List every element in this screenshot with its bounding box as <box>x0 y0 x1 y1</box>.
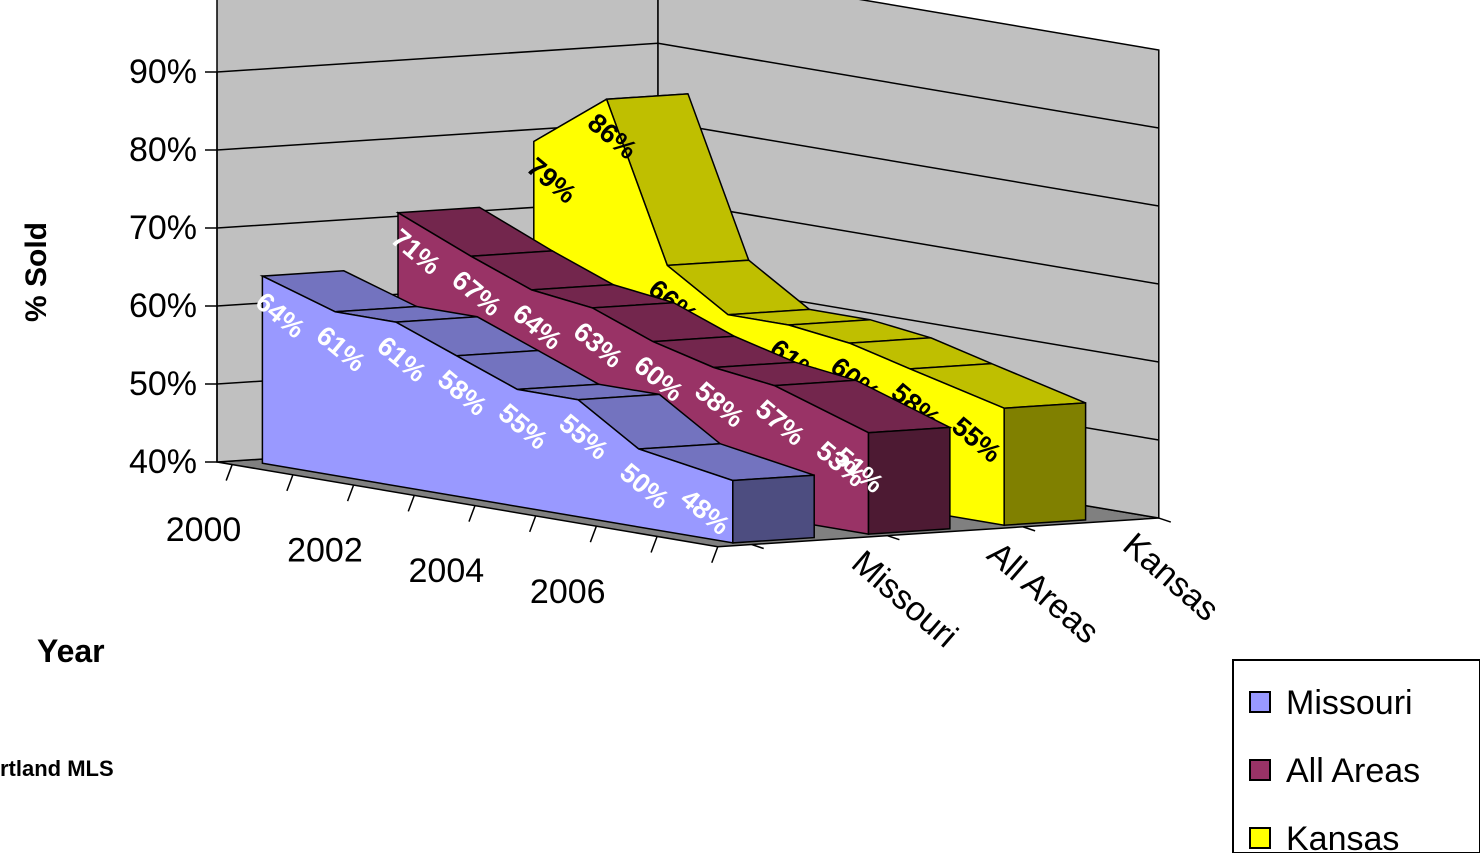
y-tick-label: 50% <box>129 365 197 403</box>
legend-swatch <box>1249 827 1271 849</box>
legend-box <box>1232 659 1480 853</box>
ribbon-end-cap <box>867 426 951 535</box>
x-tick-mark <box>346 484 355 502</box>
y-axis-label: % Sold <box>20 222 53 322</box>
gridline <box>216 42 1159 129</box>
x-tick-label: 2004 <box>409 552 485 590</box>
x-tick-mark <box>528 515 537 533</box>
legend-swatch <box>1249 759 1271 781</box>
x-tick-label: 2000 <box>166 511 242 549</box>
depth-tick-mark <box>1158 517 1172 523</box>
legend-label: All Areas <box>1286 752 1420 790</box>
legend-swatch <box>1249 691 1271 713</box>
depth-tick-label: Kansas <box>1116 526 1227 629</box>
x-tick-label: 2002 <box>287 532 363 570</box>
series-missouri: 64%61% 61%58%55% 55%50% 48% <box>250 270 815 544</box>
x-tick-mark <box>711 546 719 563</box>
y-tick-label: 70% <box>129 209 197 247</box>
x-tick-mark <box>407 495 415 512</box>
depth-tick-label: Missouri <box>844 543 964 655</box>
x-tick-mark <box>650 536 658 553</box>
legend-label: Missouri <box>1286 684 1413 722</box>
x-tick-mark <box>225 464 233 481</box>
ribbon-end-cap <box>732 474 815 544</box>
x-tick-mark <box>286 474 294 492</box>
x-tick-mark <box>589 525 598 543</box>
legend: Missouri All Areas Kansas <box>1232 659 1480 853</box>
x-axis-label: Year <box>37 633 105 669</box>
y-tick-label: 40% <box>129 443 197 481</box>
depth-tick-mark <box>887 534 900 541</box>
source-note: rtland MLS <box>0 756 114 781</box>
depth-tick-label: All Areas <box>980 535 1106 652</box>
chart-ribbons: 79%86%66%61%61%60%58%55%71%67%64%63%60%5… <box>250 93 1087 544</box>
y-tick-label: 80% <box>129 131 197 169</box>
depth-tick-mark <box>1022 526 1036 532</box>
depth-tick-mark <box>751 543 764 550</box>
x-tick-mark <box>468 505 476 522</box>
x-tick-label: 2006 <box>530 573 606 611</box>
y-tick-label: 60% <box>129 287 197 325</box>
legend-label: Kansas <box>1286 820 1399 853</box>
ribbon-end-cap <box>1003 402 1087 527</box>
y-tick-label: 90% <box>129 53 197 91</box>
